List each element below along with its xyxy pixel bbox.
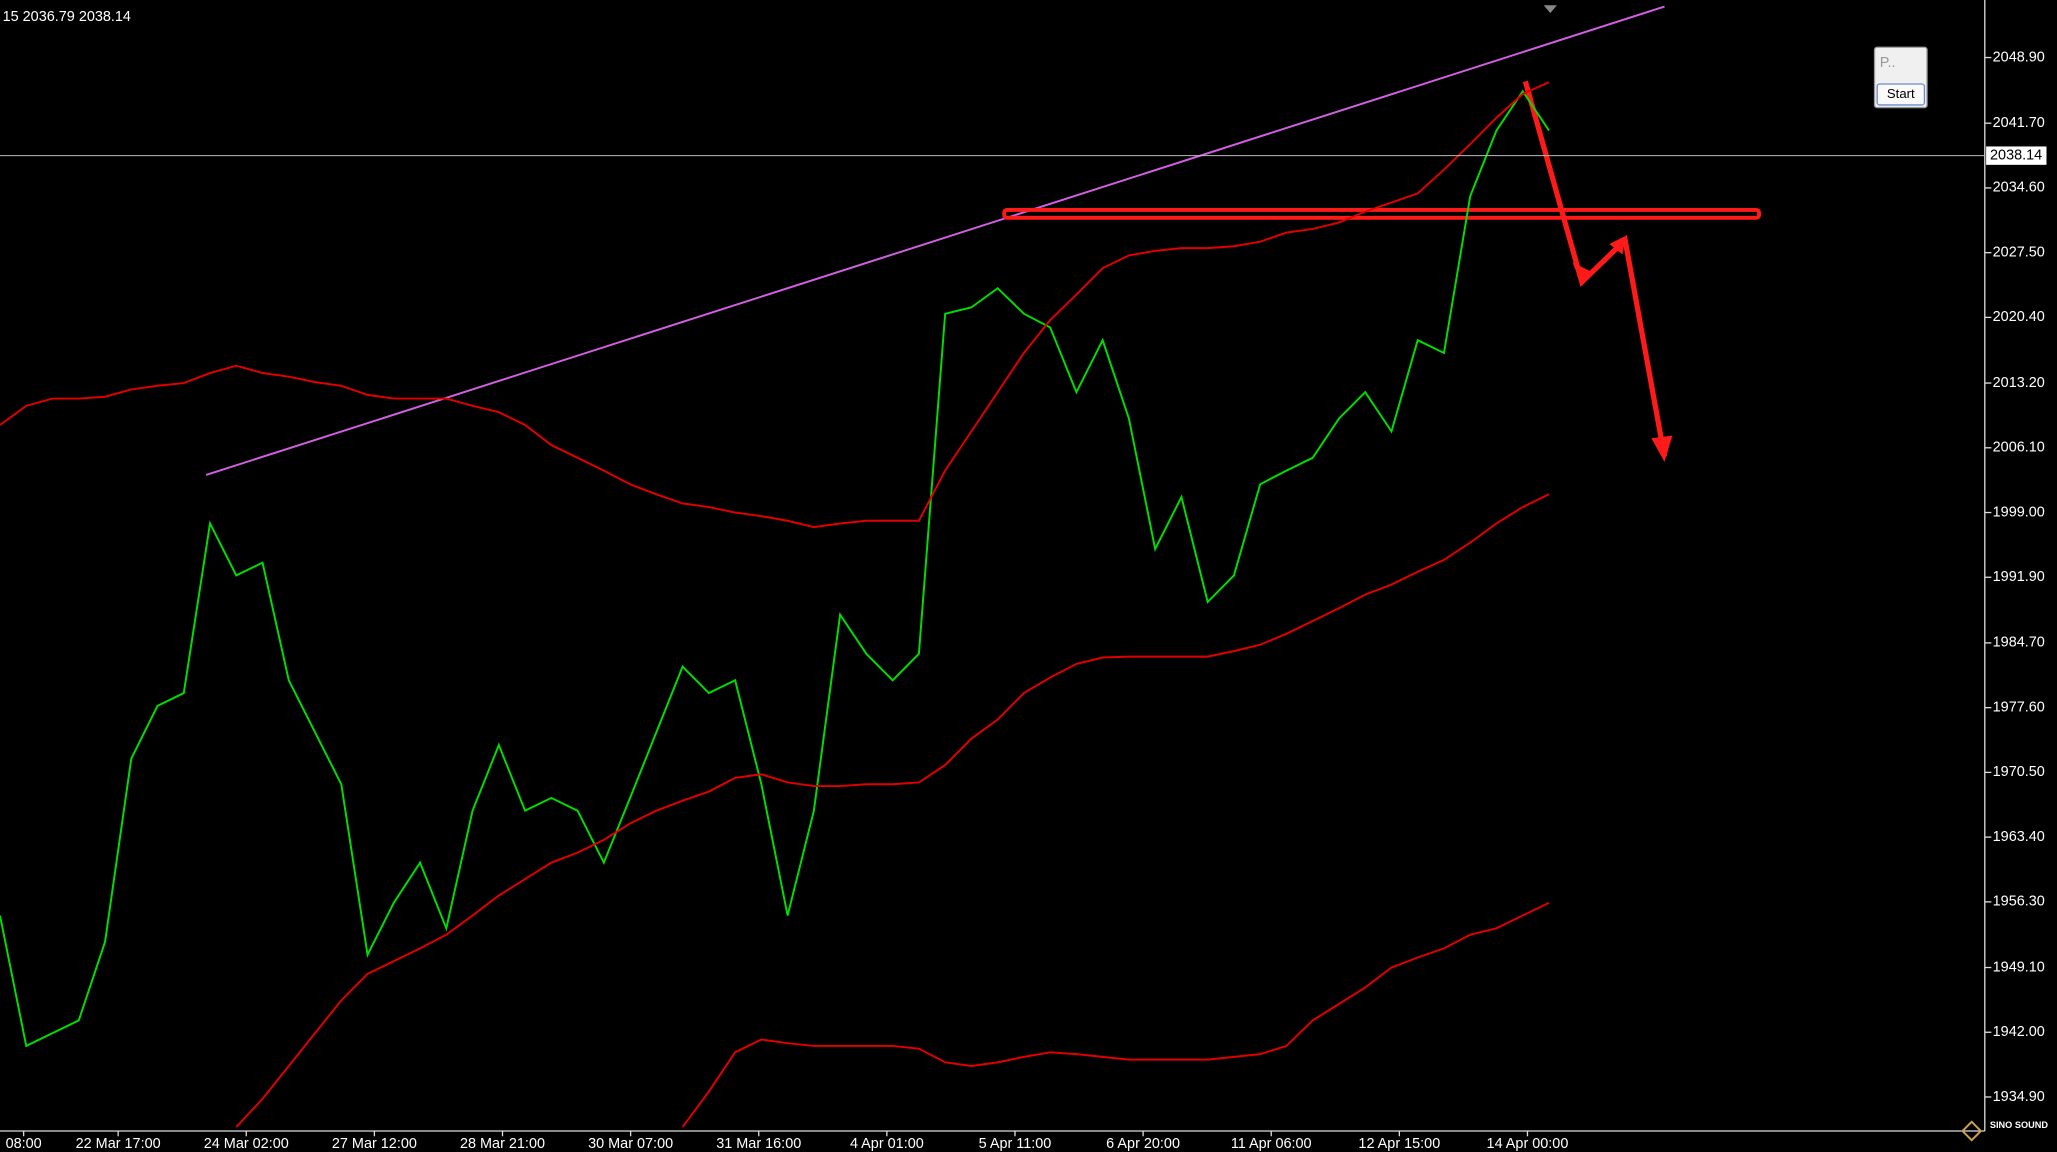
y-tick-label: 1977.60: [1993, 699, 2045, 715]
y-tick-label: 2013.20: [1993, 375, 2045, 391]
arrow-head: [1651, 435, 1673, 462]
button-p[interactable]: P..: [1880, 55, 1896, 71]
y-tick-label: 2027.50: [1993, 244, 2045, 260]
x-tick-label: 5 Apr 11:00: [979, 1136, 1052, 1152]
logo: SINO SOUND: [1990, 1120, 2048, 1130]
y-tick-label: 2041.70: [1993, 115, 2045, 131]
y-tick-label: 1942.00: [1993, 1024, 2045, 1040]
x-tick-label: 30 Mar 07:00: [588, 1136, 673, 1152]
x-tick-label: 6 Apr 20:00: [1106, 1136, 1180, 1152]
x-tick-label: 4 Apr 01:00: [850, 1136, 924, 1152]
logo-mark: [1961, 1120, 1983, 1142]
y-tick-label: 1984.70: [1993, 635, 2045, 651]
start-label[interactable]: Start: [1887, 86, 1915, 101]
y-tick-label: 1999.00: [1993, 504, 2045, 520]
band-line: [0, 81, 1550, 529]
start-button[interactable]: [1876, 83, 1926, 106]
y-tick-label: 2048.90: [1993, 49, 2045, 65]
resistance-box: [1002, 207, 1761, 220]
y-tick-label: 1963.40: [1993, 829, 2045, 845]
y-tick-label: 1956.30: [1993, 894, 2045, 910]
x-tick-label: 24 Mar 02:00: [204, 1136, 289, 1152]
y-tick-label: 1991.90: [1993, 569, 2045, 585]
x-tick-label: 31 Mar 16:00: [716, 1136, 801, 1152]
x-tick-label: 27 Mar 12:00: [332, 1136, 417, 1152]
y-tick-label: 1949.10: [1993, 959, 2045, 975]
arrow-head: [1572, 262, 1594, 287]
header-info: 15 2036.79 2038.14: [3, 9, 131, 25]
y-tick-label: 2006.10: [1993, 440, 2045, 456]
current-price-label: 2038.14: [1990, 147, 2042, 163]
x-tick-label: 08:00: [6, 1136, 42, 1152]
y-tick-label: 2020.40: [1993, 309, 2045, 325]
current-price-box: [1986, 146, 2047, 165]
y-tick-label: 1970.50: [1993, 764, 2045, 780]
y-tick-label: 1934.90: [1993, 1089, 2045, 1105]
x-tick-label: 28 Mar 21:00: [460, 1136, 545, 1152]
x-tick-label: 12 Apr 15:00: [1358, 1136, 1440, 1152]
x-tick-label: 11 Apr 06:00: [1231, 1136, 1312, 1152]
shift-marker: [1543, 5, 1557, 14]
forecast-arrow: [1522, 80, 1668, 458]
trend-line: [205, 5, 1665, 476]
x-tick-label: 14 Apr 00:00: [1487, 1136, 1569, 1152]
y-tick-label: 2034.60: [1993, 180, 2045, 196]
price-line: [0, 89, 1550, 1048]
band-line: [235, 493, 1550, 1128]
band-line: [681, 901, 1550, 1128]
x-tick-label: 22 Mar 17:00: [76, 1136, 161, 1152]
arrow-head: [1609, 236, 1626, 255]
